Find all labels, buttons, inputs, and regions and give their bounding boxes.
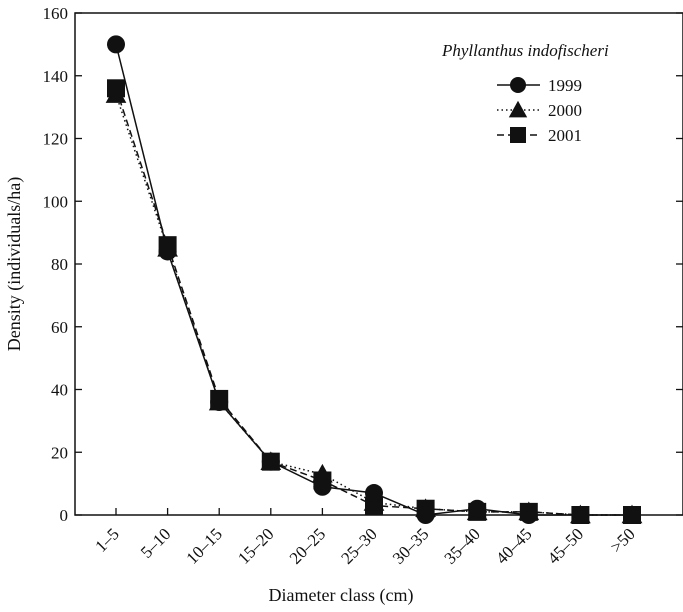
x-tick-label: 45–50 [544, 524, 587, 567]
data-point-1999-6 [416, 506, 435, 524]
legend-label-2001: 2001 [548, 126, 582, 145]
x-tick-label: >50 [607, 524, 639, 556]
data-point-1999-2 [210, 393, 229, 412]
x-tick-label: 15–20 [234, 524, 277, 567]
data-point-1999-3 [261, 452, 280, 471]
data-point-1999-9 [571, 506, 590, 524]
series-line-2001 [115, 88, 632, 516]
legend-label-1999: 1999 [548, 76, 582, 95]
series-line-2000 [115, 94, 632, 516]
x-tick-label: 5–10 [137, 524, 174, 561]
legend: Phyllanthus indofischeri 1999 2000 2001 [441, 41, 609, 145]
y-tick-label: 0 [60, 506, 69, 525]
y-tick-label: 80 [51, 255, 68, 274]
x-tick-label: 20–25 [286, 524, 329, 567]
data-point-1999-10 [623, 506, 641, 524]
data-point-2000-4 [312, 463, 333, 483]
y-tick-label: 100 [43, 192, 69, 211]
legend-marker-1999 [510, 77, 526, 93]
legend-marker-2001 [510, 127, 526, 143]
y-tick-label: 140 [43, 67, 69, 86]
y-axis-title: Density (individuals/ha) [4, 177, 25, 351]
y-tick-label: 60 [51, 318, 68, 337]
plot-frame [74, 12, 683, 516]
data-point-1999-0 [107, 35, 125, 54]
x-tick-label: 1–5 [91, 524, 122, 555]
y-tick-label: 160 [43, 4, 69, 23]
data-point-1999-8 [519, 506, 538, 524]
data-point-1999-5 [365, 484, 383, 503]
y-tick-label: 120 [43, 130, 69, 149]
y-tick-label: 20 [51, 443, 68, 462]
legend-label-2000: 2000 [548, 101, 582, 120]
data-point-1999-1 [158, 242, 177, 261]
y-axis: 0 20 40 60 80 100 120 140 160 [43, 4, 683, 525]
x-axis-title: Diameter class (cm) [269, 585, 414, 606]
data-point-2000-0 [105, 84, 127, 103]
x-tick-label: 10–15 [183, 524, 226, 567]
legend-title: Phyllanthus indofischeri [441, 41, 609, 60]
data-point-1999-4 [313, 477, 332, 496]
x-tick-label: 40–45 [492, 524, 535, 567]
x-tick-label: 35–40 [441, 524, 484, 567]
x-tick-label: 25–30 [337, 524, 380, 567]
y-tick-label: 40 [51, 381, 68, 400]
series-layer [105, 35, 643, 524]
legend-marker-2000 [508, 100, 528, 118]
x-tick-label: 30–35 [389, 524, 432, 567]
data-point-1999-7 [468, 499, 487, 518]
x-axis: 1–5 5–10 10–15 15–20 20–25 25–30 30–35 35–40 40–… [91, 508, 639, 568]
